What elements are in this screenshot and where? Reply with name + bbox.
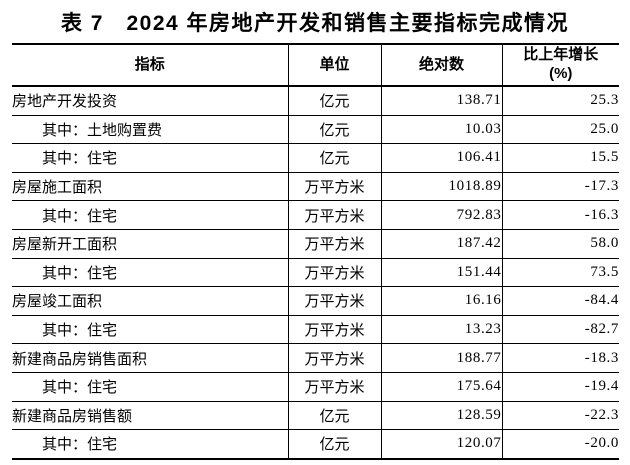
indicator-cell: 房屋竣工面积 [12,286,289,316]
table-header: 指标 单位 绝对数 比上年增长 (%) [12,44,619,87]
indicator-cell: 其中：土地购置费 [12,115,289,145]
absolute-cell: 151.44 [381,258,503,288]
indicator-cell: 其中：住宅 [12,372,289,402]
header-growth-line2: (%) [549,65,573,82]
absolute-cell: 792.83 [381,200,503,230]
indicator-cell: 其中：住宅 [12,429,289,460]
absolute-cell: 138.71 [381,86,503,116]
absolute-cell: 106.41 [381,143,503,173]
growth-cell: 15.5 [502,143,619,173]
table-row: 其中：住宅 亿元 120.07 -20.0 [12,429,619,460]
header-unit: 单位 [288,44,382,87]
indicator-cell: 房屋新开工面积 [12,229,289,259]
growth-cell: 25.3 [502,86,619,116]
absolute-cell: 175.64 [381,372,503,402]
table-row: 房屋新开工面积 万平方米 187.42 58.0 [12,229,619,259]
unit-cell: 万平方米 [288,343,382,373]
table-row: 房屋施工面积 万平方米 1018.89 -17.3 [12,172,619,202]
growth-cell: -16.3 [502,200,619,230]
growth-cell: -84.4 [502,286,619,316]
growth-cell: 73.5 [502,258,619,288]
table-row: 其中：住宅 亿元 106.41 15.5 [12,143,619,173]
unit-cell: 万平方米 [288,286,382,316]
absolute-cell: 128.59 [381,401,503,431]
unit-cell: 万平方米 [288,229,382,259]
absolute-cell: 13.23 [381,315,503,345]
absolute-cell: 120.07 [381,429,503,460]
absolute-cell: 187.42 [381,229,503,259]
header-indicator: 指标 [12,44,289,87]
unit-cell: 万平方米 [288,200,382,230]
unit-cell: 万平方米 [288,315,382,345]
indicator-cell: 其中：住宅 [12,200,289,230]
header-row: 指标 单位 绝对数 比上年增长 (%) [12,44,619,87]
unit-cell: 万平方米 [288,372,382,402]
absolute-cell: 10.03 [381,115,503,145]
indicator-cell: 新建商品房销售面积 [12,343,289,373]
indicator-cell: 房地产开发投资 [12,86,289,116]
indicator-cell: 房屋施工面积 [12,172,289,202]
table-title: 表 7 2024 年房地产开发和销售主要指标完成情况 [60,12,570,35]
absolute-cell: 188.77 [381,343,503,373]
growth-cell: -20.0 [502,429,619,460]
header-absolute: 绝对数 [381,44,503,87]
table-row: 房地产开发投资 亿元 138.71 25.3 [12,86,619,116]
unit-cell: 亿元 [288,429,382,460]
table-row: 房屋竣工面积 万平方米 16.16 -84.4 [12,286,619,316]
indicator-cell: 其中：住宅 [12,315,289,345]
table-row: 新建商品房销售额 亿元 128.59 -22.3 [12,401,619,431]
growth-cell: -22.3 [502,401,619,431]
growth-cell: -18.3 [502,343,619,373]
indicators-table: 指标 单位 绝对数 比上年增长 (%) 房地产开发投资 亿元 138.71 25… [12,43,619,460]
table-row: 其中：土地购置费 亿元 10.03 25.0 [12,115,619,145]
header-growth: 比上年增长 (%) [502,44,619,87]
unit-cell: 亿元 [288,115,382,145]
unit-cell: 亿元 [288,86,382,116]
unit-cell: 亿元 [288,401,382,431]
table-row: 其中：住宅 万平方米 151.44 73.5 [12,258,619,288]
absolute-cell: 1018.89 [381,172,503,202]
indicator-cell: 新建商品房销售额 [12,401,289,431]
table-row: 其中：住宅 万平方米 792.83 -16.3 [12,200,619,230]
table-body: 房地产开发投资 亿元 138.71 25.3 其中：土地购置费 亿元 10.03… [12,86,619,460]
unit-cell: 万平方米 [288,258,382,288]
indicator-cell: 其中：住宅 [12,258,289,288]
table-row: 新建商品房销售面积 万平方米 188.77 -18.3 [12,343,619,373]
unit-cell: 万平方米 [288,172,382,202]
unit-cell: 亿元 [288,143,382,173]
table-row: 其中：住宅 万平方米 13.23 -82.7 [12,315,619,345]
indicator-cell: 其中：住宅 [12,143,289,173]
table-row: 其中：住宅 万平方米 175.64 -19.4 [12,372,619,402]
growth-cell: -17.3 [502,172,619,202]
absolute-cell: 16.16 [381,286,503,316]
header-growth-line1: 比上年增长 [523,46,599,64]
growth-cell: 58.0 [502,229,619,259]
growth-cell: -19.4 [502,372,619,402]
growth-cell: 25.0 [502,115,619,145]
growth-cell: -82.7 [502,315,619,345]
